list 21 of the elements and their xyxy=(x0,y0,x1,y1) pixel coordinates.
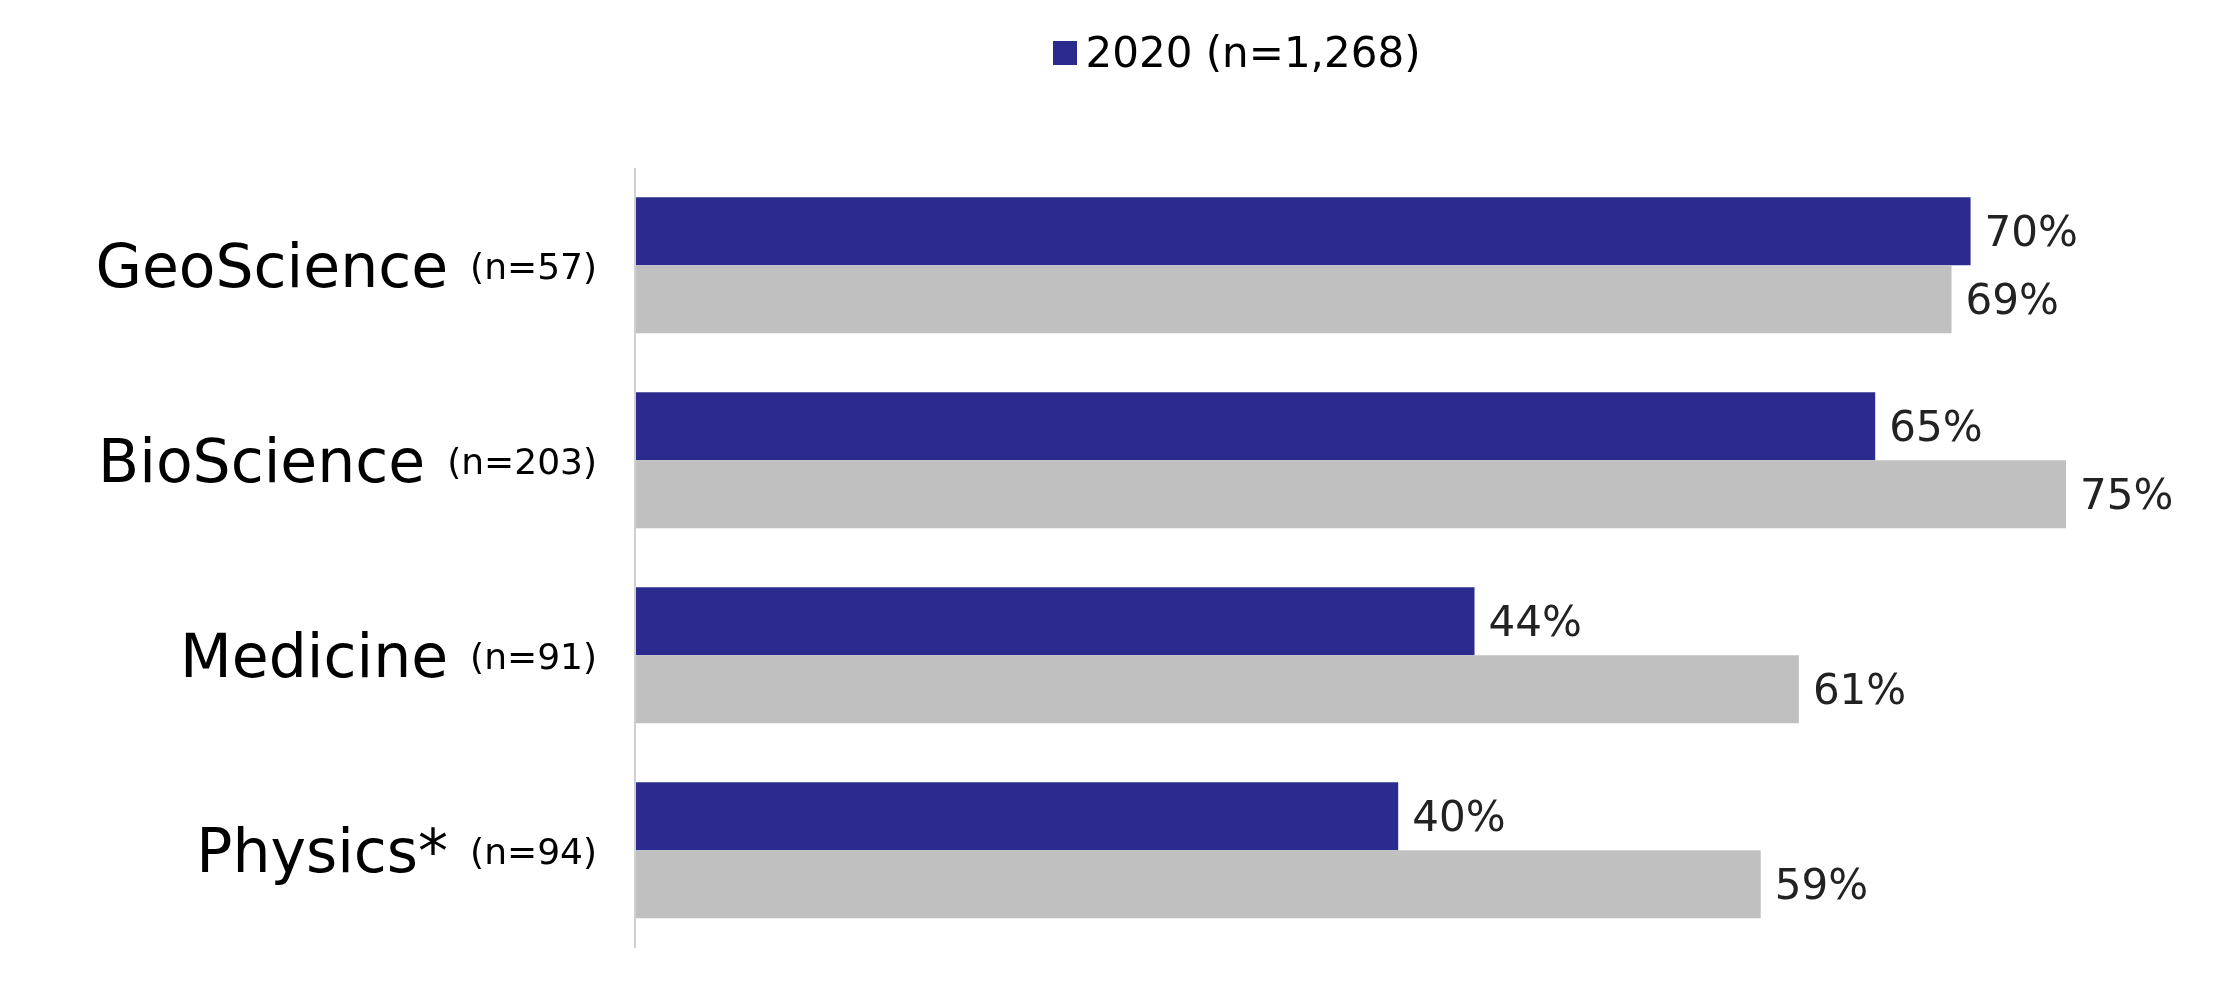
data-label: 59% xyxy=(1774,859,1869,909)
bar xyxy=(635,587,1475,656)
y-tick-label: Medicine (n=91) xyxy=(180,620,597,691)
data-label: 44% xyxy=(1488,596,1582,646)
bar xyxy=(635,392,1876,461)
data-label: 69% xyxy=(1965,274,2059,324)
data-label: 75% xyxy=(2080,469,2174,519)
bar xyxy=(635,850,1761,919)
data-label: 70% xyxy=(1984,206,2078,256)
legend-label: 2020 (n=1,268) xyxy=(1085,28,1421,77)
bar xyxy=(635,655,1799,724)
data-label: 61% xyxy=(1812,664,1907,714)
y-tick-label: Physics* (n=94) xyxy=(196,815,597,886)
y-tick-label: GeoScience (n=57) xyxy=(95,230,597,301)
bar xyxy=(635,197,1971,266)
y-tick-label: BioScience (n=203) xyxy=(98,425,597,496)
bar xyxy=(635,460,2066,529)
bar xyxy=(635,265,1952,334)
data-label: 65% xyxy=(1889,401,1983,451)
bar xyxy=(635,782,1399,851)
data-label: 40% xyxy=(1412,791,1506,841)
